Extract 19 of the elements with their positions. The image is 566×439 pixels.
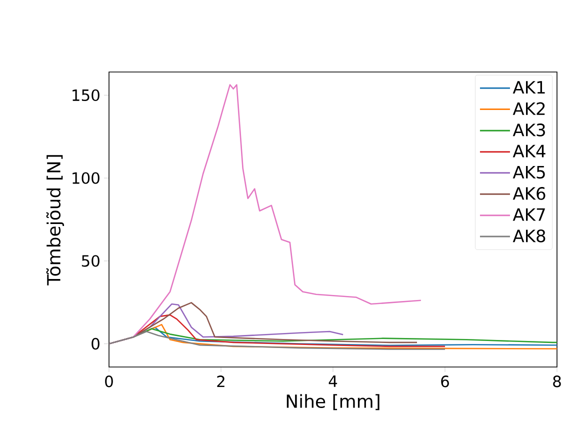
legend-label: AK6 bbox=[512, 187, 546, 200]
legend-label: AK4 bbox=[512, 144, 546, 158]
x-tick-label: 0 bbox=[105, 376, 113, 388]
x-tick-label: 6 bbox=[441, 376, 449, 388]
x-axis-title: Nihe [mm] bbox=[286, 394, 380, 410]
legend-label: AK1 bbox=[512, 81, 545, 94]
legend-label: AK7 bbox=[512, 208, 545, 221]
y-tick-label: 0 bbox=[92, 338, 100, 350]
y-tick-label: 50 bbox=[82, 255, 100, 267]
legend-label: AK5 bbox=[512, 166, 545, 179]
x-tick-label: 8 bbox=[553, 376, 561, 388]
y-axis-title: Tõmbejõud [N] bbox=[46, 155, 64, 286]
legend-label: AK3 bbox=[512, 124, 545, 136]
x-tick-label: 4 bbox=[328, 376, 338, 387]
legend-label: AK8 bbox=[512, 229, 546, 242]
legend-label: AK2 bbox=[512, 102, 545, 115]
y-tick-label: 150 bbox=[72, 89, 100, 102]
x-tick-label: 2 bbox=[217, 376, 224, 388]
y-tick-label: 100 bbox=[72, 172, 100, 184]
